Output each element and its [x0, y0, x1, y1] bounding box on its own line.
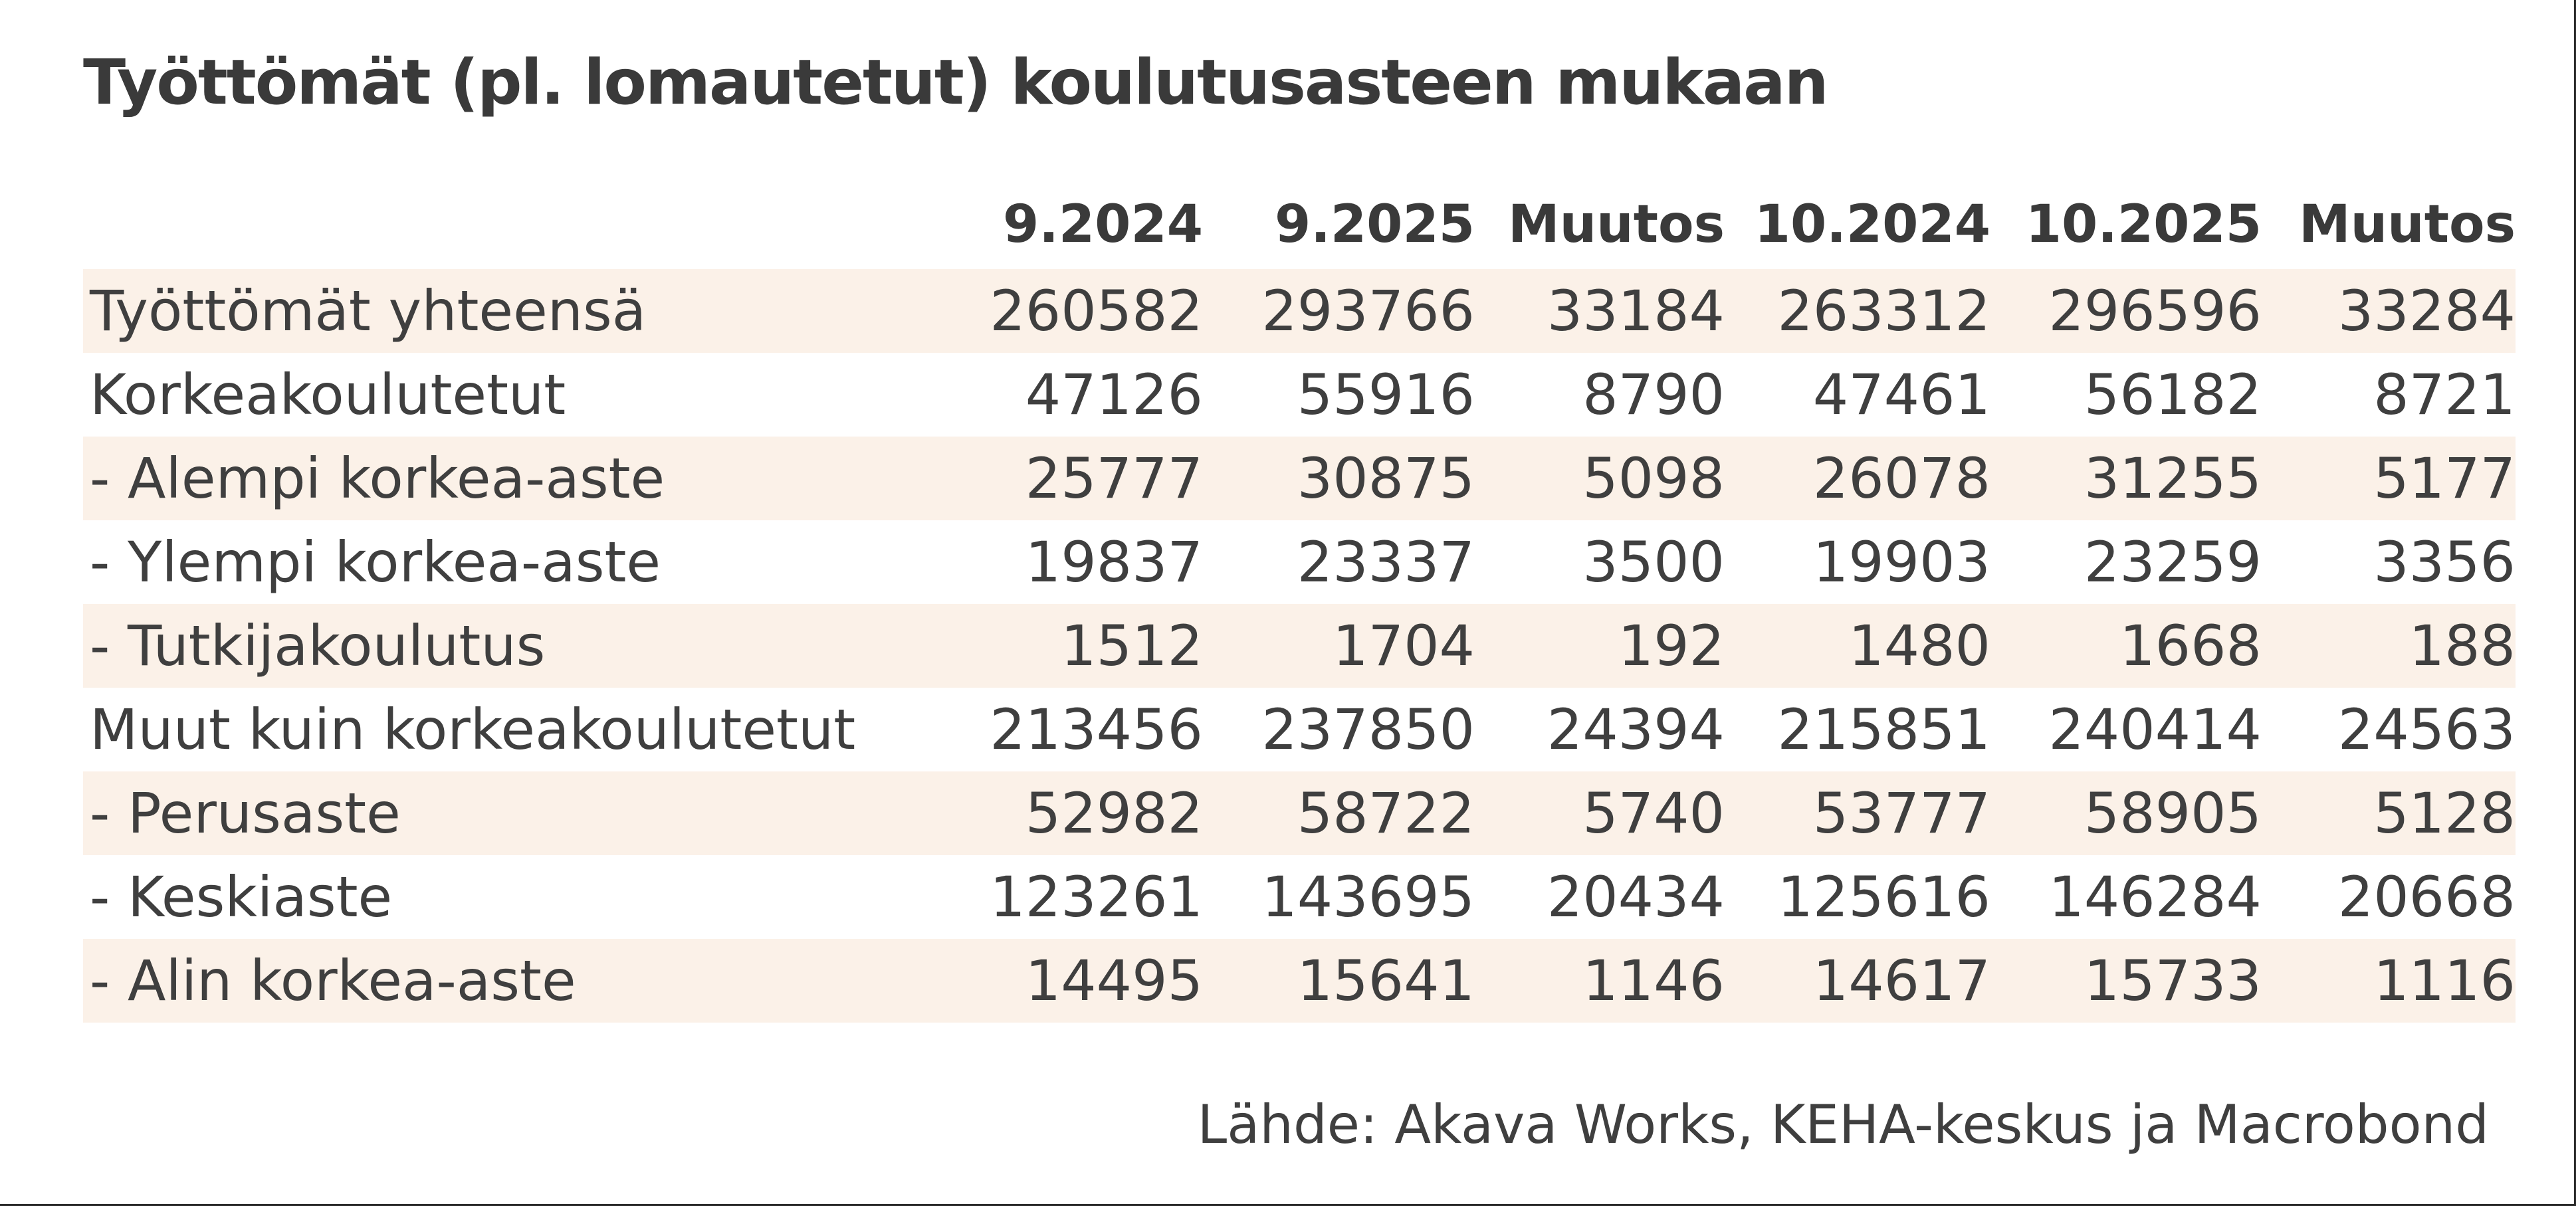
value-cell: 125616 — [1777, 864, 1990, 930]
value-cell: 5177 — [2373, 445, 2516, 511]
value-cell: 1668 — [2119, 613, 2262, 678]
value-cell: 240414 — [2048, 696, 2262, 762]
column-header-1: 9.2024 — [1003, 194, 1203, 254]
value-cell: 53777 — [1812, 780, 1990, 846]
value-cell: 188 — [2409, 613, 2516, 678]
value-cell: 20434 — [1547, 864, 1725, 930]
value-cell: 33184 — [1547, 278, 1725, 344]
table-row: - Keskiaste 123261 143695 20434 125616 146284… — [83, 855, 2516, 939]
table-row: Muut kuin korkeakoulutetut 213456 237850 24… — [83, 688, 2516, 771]
value-cell: 20668 — [2337, 864, 2516, 930]
value-cell: 19903 — [1812, 529, 1990, 595]
value-cell: 1116 — [2373, 948, 2516, 1013]
value-cell: 263312 — [1777, 278, 1990, 344]
source-caption: Lähde: Akava Works, KEHA-keskus ja Macro… — [1197, 1093, 2489, 1156]
table-row: - Perusaste 52982 58722 5740 53777 58905 5128 — [83, 771, 2516, 855]
value-cell: 14495 — [1025, 948, 1203, 1013]
column-header-3: Muutos — [1508, 194, 1725, 254]
value-cell: 237850 — [1261, 696, 1475, 762]
row-label-cell: - Alin korkea-aste — [90, 948, 576, 1013]
value-cell: 8790 — [1582, 361, 1725, 427]
value-cell: 47126 — [1025, 361, 1203, 427]
unemployment-by-education-table: 9.2024 9.2025 Muutos 10.2024 10.2025 Muutos T… — [83, 195, 2516, 1023]
value-cell: 55916 — [1297, 361, 1475, 427]
value-cell: 146284 — [2048, 864, 2262, 930]
value-cell: 52982 — [1025, 780, 1203, 846]
value-cell: 8721 — [2373, 361, 2516, 427]
value-cell: 123261 — [990, 864, 1203, 930]
column-header-2: 9.2025 — [1275, 194, 1475, 254]
row-label-cell: - Perusaste — [90, 780, 401, 846]
row-label-cell: - Alempi korkea-aste — [90, 445, 665, 511]
value-cell: 5740 — [1582, 780, 1725, 846]
table-row: - Ylempi korkea-aste 19837 23337 3500 19903 2… — [83, 520, 2516, 604]
value-cell: 213456 — [990, 696, 1203, 762]
row-label-cell: - Keskiaste — [90, 864, 393, 930]
row-label-cell: - Ylempi korkea-aste — [90, 529, 661, 595]
value-cell: 24563 — [2337, 696, 2516, 762]
table-row: - Alempi korkea-aste 25777 30875 5098 26078 3… — [83, 436, 2516, 520]
value-cell: 3500 — [1582, 529, 1725, 595]
value-cell: 1704 — [1333, 613, 1475, 678]
value-cell: 58905 — [2084, 780, 2262, 846]
value-cell: 1480 — [1848, 613, 1990, 678]
value-cell: 15641 — [1297, 948, 1475, 1013]
value-cell: 23259 — [2084, 529, 2262, 595]
value-cell: 3356 — [2373, 529, 2516, 595]
value-cell: 260582 — [990, 278, 1203, 344]
value-cell: 5128 — [2373, 780, 2516, 846]
value-cell: 215851 — [1777, 696, 1990, 762]
value-cell: 296596 — [2048, 278, 2262, 344]
value-cell: 26078 — [1812, 445, 1990, 511]
column-header-5: 10.2025 — [2025, 194, 2262, 254]
value-cell: 33284 — [2337, 278, 2516, 344]
value-cell: 58722 — [1297, 780, 1475, 846]
value-cell: 5098 — [1582, 445, 1725, 511]
table-row: - Tutkijakoulutus 1512 1704 192 1480 1668 188 — [83, 603, 2516, 688]
value-cell: 30875 — [1297, 445, 1475, 511]
value-cell: 24394 — [1547, 696, 1725, 762]
column-header-labels — [83, 195, 940, 269]
value-cell: 15733 — [2084, 948, 2262, 1013]
chart-title: Työttömät (pl. lomautetut) koulutusastee… — [83, 47, 1829, 119]
table-row: Korkeakoulutetut 47126 55916 8790 47461 56182… — [83, 353, 2516, 437]
value-cell: 56182 — [2084, 361, 2262, 427]
table-header-row: 9.2024 9.2025 Muutos 10.2024 10.2025 Muutos — [83, 195, 2516, 269]
column-header-6: Muutos — [2299, 194, 2516, 254]
value-cell: 23337 — [1297, 529, 1475, 595]
value-cell: 47461 — [1812, 361, 1990, 427]
column-header-4: 10.2024 — [1754, 194, 1990, 254]
row-label-cell: Työttömät yhteensä — [90, 278, 647, 344]
table-row: Työttömät yhteensä 260582 293766 33184 26331… — [83, 268, 2516, 353]
value-cell: 31255 — [2084, 445, 2262, 511]
value-cell: 1146 — [1582, 948, 1725, 1013]
row-label-cell: Korkeakoulutetut — [90, 361, 566, 427]
value-cell: 19837 — [1025, 529, 1203, 595]
value-cell: 14617 — [1812, 948, 1990, 1013]
table-row: - Alin korkea-aste 14495 15641 1146 14617 157… — [83, 938, 2516, 1023]
row-label-cell: Muut kuin korkeakoulutetut — [90, 696, 856, 762]
row-label-cell: - Tutkijakoulutus — [90, 613, 546, 678]
value-cell: 192 — [1618, 613, 1725, 678]
value-cell: 1512 — [1061, 613, 1203, 678]
value-cell: 143695 — [1261, 864, 1475, 930]
value-cell: 293766 — [1261, 278, 1475, 344]
value-cell: 25777 — [1025, 445, 1203, 511]
